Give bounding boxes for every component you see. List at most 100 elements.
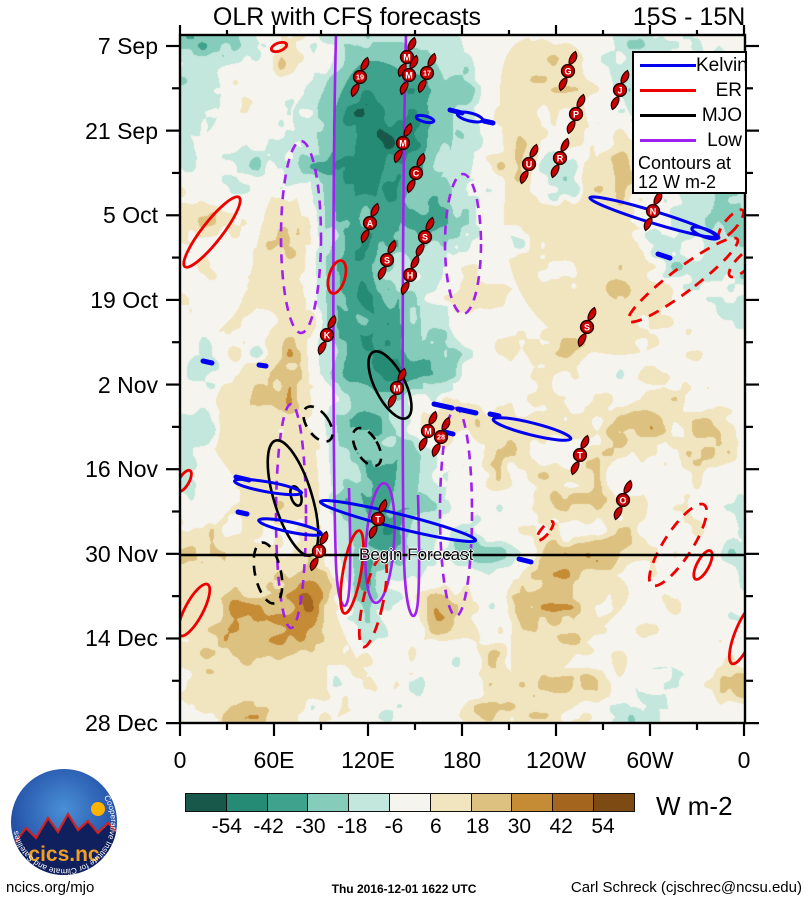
legend-label: ER [715, 79, 742, 101]
colorbar-labels: -54 -42 -30 -18 -6 6 18 30 42 54 [185, 815, 645, 839]
storm-id: S [584, 322, 590, 332]
colorbar-cell-6 [429, 793, 472, 812]
contour-note-line2: 12 W m-2 [638, 172, 717, 192]
storm-id: M [399, 138, 407, 148]
legend-label: Kelvin [696, 54, 748, 76]
y-tick-label-2-nov: 2 Nov [97, 371, 158, 398]
colorbar-tick-18: 18 [465, 815, 490, 838]
storm-id: S [384, 255, 390, 265]
colorbar-tick--42: -42 [253, 815, 284, 838]
storm-symbol-T: T [570, 434, 590, 476]
x-tick-label-0-0: 0 [173, 747, 187, 773]
colorbar-cell-7 [470, 793, 513, 812]
storm-symbol-S: S [577, 306, 597, 348]
colorbar-tick--6: -6 [384, 815, 404, 838]
storm-id: O [619, 495, 626, 505]
legend-item-kelvin: Kelvin [634, 53, 748, 78]
legend-line-swatch [640, 114, 696, 117]
contour-note-line1: Contours at [638, 153, 732, 173]
storm-symbol-M: M [387, 367, 407, 409]
storm-id: M [424, 426, 432, 436]
colorbar-cell-4 [348, 793, 390, 812]
storm-symbol-N: N [643, 190, 663, 232]
storm-symbol-M: M [418, 410, 438, 452]
storm-symbol-17: 17 [417, 52, 437, 94]
colorbar-tick-54: 54 [591, 815, 615, 838]
legend-item-mjo: MJO [634, 103, 745, 128]
storm-id: N [650, 206, 657, 216]
storm-id: H [407, 270, 414, 280]
storm-symbol-M: M [393, 122, 413, 164]
colorbar-cell-3 [307, 793, 350, 812]
storm-symbol-S: S [415, 216, 435, 258]
storm-symbol-O: O [613, 479, 633, 521]
low-contours [274, 35, 483, 630]
storm-id: R [557, 153, 564, 163]
storm-symbol-M: M [399, 54, 419, 96]
storm-symbol-U: U [519, 143, 539, 185]
footer-url: ncics.org/mjo [6, 879, 95, 896]
storm-symbol-G: G [558, 50, 578, 92]
y-tick-label-19-oct: 19 Oct [90, 286, 158, 313]
storm-id: S [422, 232, 428, 242]
cics-logo: cics.nc Cooperative Institute for Climat… [11, 769, 118, 876]
storm-id: G [564, 66, 571, 76]
legend-line-swatch [640, 139, 696, 142]
storm-symbol-J: J [610, 69, 630, 111]
logo-mountains [11, 811, 117, 875]
legend-items: Kelvin ER MJO Low [634, 53, 748, 153]
contour-legend: Kelvin ER MJO Low Contours at 12 W m-2 [632, 51, 748, 194]
colorbar-tick-42: 42 [549, 815, 573, 838]
x-tick-label-4-120w: 120W [525, 747, 587, 773]
colorbar-tick-30: 30 [507, 815, 532, 838]
y-tick-label-16-nov: 16 Nov [85, 456, 158, 483]
storm-id: U [526, 159, 533, 169]
storm-id: K [324, 330, 331, 340]
storm-symbol-P: P [566, 93, 586, 135]
x-tick-label-3-180: 180 [442, 747, 482, 773]
storm-id: 19 [356, 73, 364, 82]
colorbar-tick-6: 6 [429, 815, 442, 838]
storm-id: T [577, 450, 583, 460]
storm-id: T [375, 514, 381, 524]
contour-note: Contours at 12 W m-2 [634, 153, 745, 192]
storm-id: M [403, 52, 411, 62]
storm-symbol-A: A [360, 202, 380, 244]
logo-sun-icon [91, 802, 105, 816]
legend-item-er: ER [634, 78, 745, 103]
legend-line-swatch [640, 89, 696, 92]
storm-symbol-N: N [309, 530, 329, 572]
storm-id: M [405, 70, 413, 80]
storm-symbol-M: M [397, 36, 417, 78]
storm-id: 17 [423, 69, 431, 78]
y-tick-label-30-nov: 30 Nov [85, 540, 158, 567]
storm-id: N [316, 546, 323, 556]
x-tick-label-6-0: 0 [737, 747, 751, 773]
colorbar-tick--30: -30 [295, 815, 326, 838]
lat-band-label: 15S - 15N [632, 3, 746, 31]
storm-symbol-H: H [400, 254, 420, 296]
storm-id: J [617, 85, 622, 95]
colorbar-cell-10 [592, 793, 635, 812]
legend-line-swatch [640, 64, 696, 67]
footer-author: Carl Schreck (cjschrec@ncsu.edu) [570, 879, 802, 896]
colorbar-cell-8 [511, 793, 554, 812]
y-tick-label-5-oct: 5 Oct [103, 202, 158, 229]
colorbar-units: W m-2 [656, 791, 733, 821]
y-tick-label-28-dec: 28 Dec [85, 710, 158, 737]
storm-id: P [573, 109, 579, 119]
legend-label: MJO [701, 104, 742, 126]
storm-symbol-C: C [406, 152, 426, 194]
storm-id: A [367, 218, 374, 228]
colorbar-cell-1 [225, 793, 268, 812]
y-tick-label-14-dec: 14 Dec [85, 625, 158, 652]
y-tick-label-21-sep: 21 Sep [85, 117, 158, 144]
legend-label: Low [707, 129, 742, 151]
colorbar-cell-5 [388, 793, 431, 812]
colorbar-cell-9 [552, 793, 594, 812]
x-tick-label-2-120e: 120E [341, 747, 395, 773]
axis-ticks [166, 25, 759, 736]
